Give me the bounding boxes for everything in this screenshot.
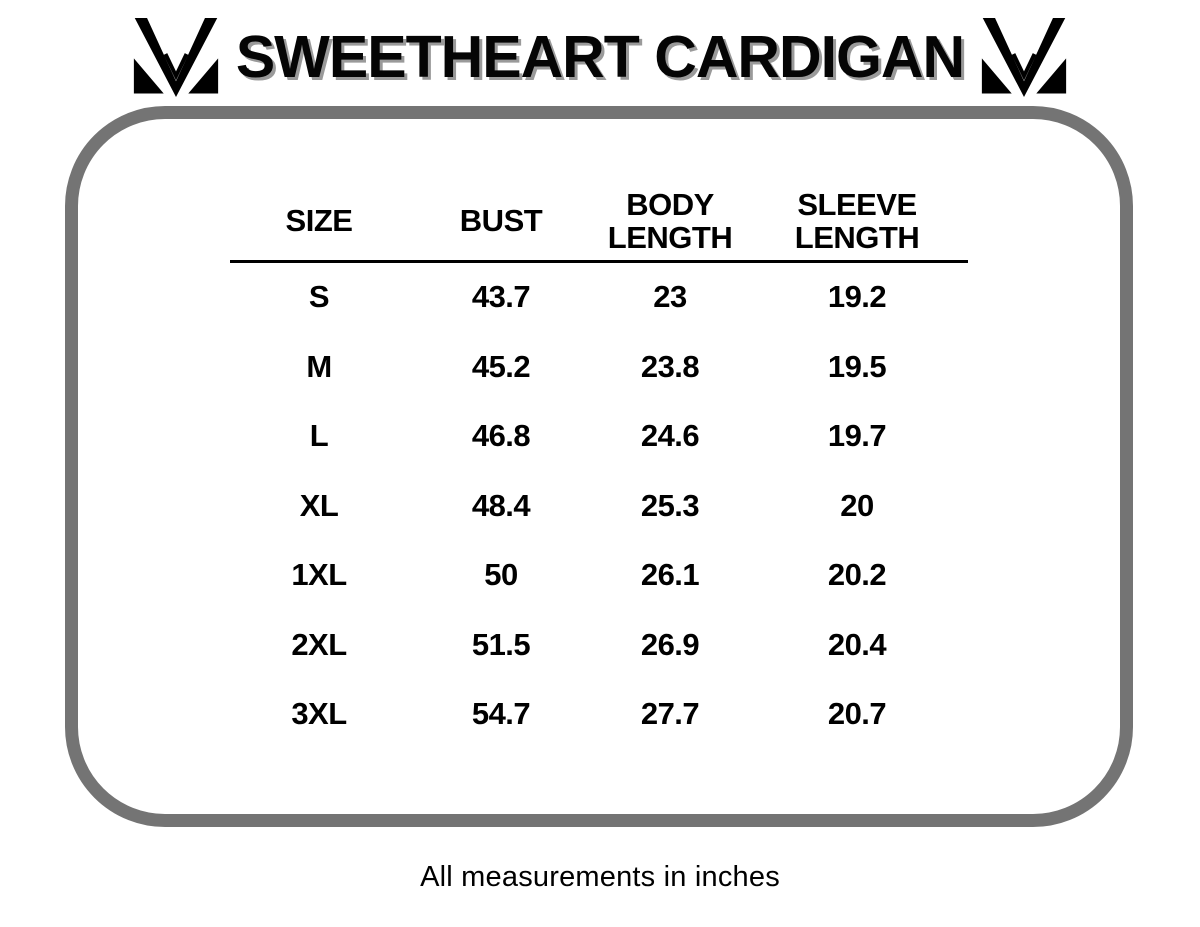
column-header-bust: BUST <box>459 203 543 239</box>
table-row: XL 48.4 25.3 20 <box>230 472 968 542</box>
body-length-value: 26.1 <box>640 557 700 593</box>
column-header-sleeve-length: SLEEVE LENGTH <box>794 186 920 255</box>
sleeve-length-value: 20.7 <box>827 696 887 732</box>
table-header-row: SIZE BUST BODY LENGTH SLEEVE LENGTH <box>230 183 968 263</box>
size-chart-frame: SIZE BUST BODY LENGTH SLEEVE LENGTH S 43… <box>65 106 1133 827</box>
bust-value: 51.5 <box>471 626 531 662</box>
size-label: 2XL <box>291 626 347 662</box>
body-length-value: 23 <box>653 279 687 315</box>
table-row: 3XL 54.7 27.7 20.7 <box>230 680 968 750</box>
measurements-note: All measurements in inches <box>420 861 780 893</box>
body-length-value: 27.7 <box>640 696 700 732</box>
table-row: L 46.8 24.6 19.7 <box>230 402 968 472</box>
column-header-size: SIZE <box>285 203 353 239</box>
bust-value: 43.7 <box>471 279 531 315</box>
header: SWEETHEART CARDIGAN <box>0 18 1200 97</box>
bust-value: 48.4 <box>471 487 531 523</box>
size-label: XL <box>299 487 339 523</box>
sleeve-length-value: 19.7 <box>827 418 887 454</box>
sleeve-length-value: 20.2 <box>827 557 887 593</box>
table-row: S 43.7 23 19.2 <box>230 263 968 333</box>
size-chart-table: SIZE BUST BODY LENGTH SLEEVE LENGTH S 43… <box>230 183 968 750</box>
table-row: M 45.2 23.8 19.5 <box>230 333 968 403</box>
size-label: S <box>308 279 330 315</box>
page-title: SWEETHEART CARDIGAN <box>235 24 965 90</box>
body-length-value: 25.3 <box>640 487 700 523</box>
brand-m-logo-icon <box>133 18 218 97</box>
body-length-value: 24.6 <box>640 418 700 454</box>
sleeve-length-value: 19.2 <box>827 279 887 315</box>
column-header-body-length: BODY LENGTH <box>607 186 733 255</box>
size-label: M <box>306 348 332 384</box>
size-label: 1XL <box>291 557 347 593</box>
bust-value: 50 <box>484 557 518 593</box>
size-label: 3XL <box>291 696 347 732</box>
brand-m-logo-icon <box>982 18 1067 97</box>
bust-value: 46.8 <box>471 418 531 454</box>
sleeve-length-value: 20.4 <box>827 626 887 662</box>
table-row: 2XL 51.5 26.9 20.4 <box>230 611 968 681</box>
body-length-value: 26.9 <box>640 626 700 662</box>
size-label: L <box>309 418 329 454</box>
sleeve-length-value: 19.5 <box>827 348 887 384</box>
sleeve-length-value: 20 <box>840 487 874 523</box>
bust-value: 54.7 <box>471 696 531 732</box>
table-row: 1XL 50 26.1 20.2 <box>230 541 968 611</box>
bust-value: 45.2 <box>471 348 531 384</box>
body-length-value: 23.8 <box>640 348 700 384</box>
